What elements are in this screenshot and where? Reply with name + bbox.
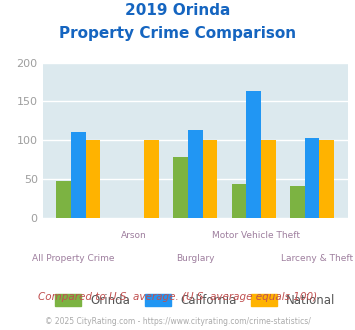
Bar [232, 184, 246, 218]
Bar [86, 140, 100, 218]
Bar [246, 91, 261, 218]
Bar [305, 138, 320, 218]
Bar [261, 140, 275, 218]
Legend: Orinda, California, National: Orinda, California, National [50, 289, 340, 311]
Bar [173, 157, 188, 218]
Bar [290, 186, 305, 218]
Text: 2019 Orinda: 2019 Orinda [125, 3, 230, 18]
Bar [203, 140, 217, 218]
Text: All Property Crime: All Property Crime [32, 254, 114, 263]
Bar [320, 140, 334, 218]
Text: © 2025 CityRating.com - https://www.cityrating.com/crime-statistics/: © 2025 CityRating.com - https://www.city… [45, 317, 310, 326]
Bar [144, 140, 159, 218]
Text: Burglary: Burglary [176, 254, 214, 263]
Bar [71, 132, 86, 218]
Text: Compared to U.S. average. (U.S. average equals 100): Compared to U.S. average. (U.S. average … [38, 292, 317, 302]
Text: Larceny & Theft: Larceny & Theft [281, 254, 354, 263]
Bar [56, 182, 71, 218]
Text: Property Crime Comparison: Property Crime Comparison [59, 26, 296, 41]
Text: Motor Vehicle Theft: Motor Vehicle Theft [212, 231, 300, 240]
Text: Arson: Arson [121, 231, 147, 240]
Bar [188, 130, 203, 218]
